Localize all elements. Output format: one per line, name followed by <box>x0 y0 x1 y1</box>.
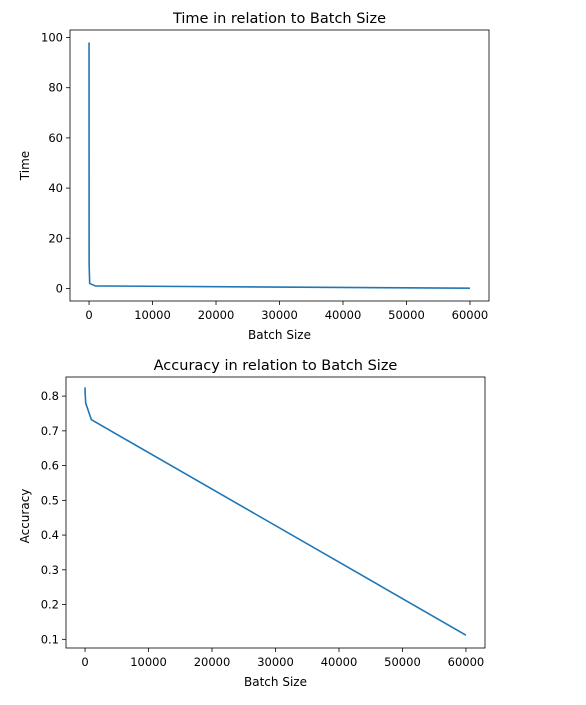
time-x-tick-label: 40000 <box>325 308 362 322</box>
time-y-tick-label: 80 <box>48 81 63 95</box>
time-y-tick-label: 100 <box>41 31 63 45</box>
time-y-axis-label: Time <box>18 151 32 181</box>
accuracy-x-tick-label: 60000 <box>448 655 485 669</box>
accuracy-x-tick-label: 10000 <box>130 655 167 669</box>
accuracy-series <box>84 387 467 636</box>
accuracy-y-tick-label: 0.6 <box>41 459 59 473</box>
time-y-tick-label: 20 <box>48 231 63 245</box>
time-x-axis-label: Batch Size <box>248 328 311 342</box>
accuracy-chart: Accuracy in relation to Batch Size Batch… <box>18 358 486 689</box>
accuracy-chart-title: Accuracy in relation to Batch Size <box>154 358 398 374</box>
accuracy-y-tick-label: 0.3 <box>41 563 59 577</box>
accuracy-x-tick-label: 0 <box>81 655 88 669</box>
accuracy-y-tick-label: 0.5 <box>41 493 59 507</box>
time-x-tick-label: 0 <box>85 308 92 322</box>
accuracy-y-tick-label: 0.4 <box>41 528 59 542</box>
accuracy-y-axis-label: Accuracy <box>18 489 32 544</box>
time-series <box>88 42 470 289</box>
time-chart-title: Time in relation to Batch Size <box>172 11 386 27</box>
accuracy-y-tick-label: 0.8 <box>41 389 59 403</box>
time-y-ticks: 0 20 40 60 80 100 <box>41 31 70 295</box>
accuracy-y-tick-label: 0.2 <box>41 598 59 612</box>
time-y-tick-label: 60 <box>48 131 63 145</box>
accuracy-y-ticks: 0.1 0.2 0.3 0.4 0.5 0.6 0.7 0.8 <box>41 389 66 646</box>
accuracy-y-tick-label: 0.7 <box>41 424 59 438</box>
time-x-tick-label: 10000 <box>134 308 171 322</box>
accuracy-x-tick-label: 50000 <box>384 655 421 669</box>
time-x-tick-label: 50000 <box>388 308 425 322</box>
accuracy-x-tick-label: 30000 <box>257 655 294 669</box>
accuracy-x-axis-label: Batch Size <box>244 675 307 689</box>
accuracy-y-tick-label: 0.1 <box>41 632 59 646</box>
time-y-tick-label: 40 <box>48 181 63 195</box>
accuracy-plot-frame <box>65 376 486 649</box>
time-chart: Time in relation to Batch Size Batch Siz… <box>18 11 490 342</box>
accuracy-x-ticks: 0 10000 20000 30000 40000 50000 60000 <box>81 648 484 669</box>
accuracy-series-line <box>84 387 467 636</box>
accuracy-x-tick-label: 40000 <box>321 655 358 669</box>
time-y-tick-label: 0 <box>56 281 63 295</box>
time-plot-frame <box>69 29 490 302</box>
time-x-tick-label: 60000 <box>452 308 489 322</box>
time-series-line <box>88 42 470 289</box>
time-x-tick-label: 20000 <box>198 308 235 322</box>
time-x-tick-label: 30000 <box>261 308 298 322</box>
accuracy-x-tick-label: 20000 <box>194 655 231 669</box>
time-x-ticks: 0 10000 20000 30000 40000 50000 60000 <box>85 301 488 322</box>
